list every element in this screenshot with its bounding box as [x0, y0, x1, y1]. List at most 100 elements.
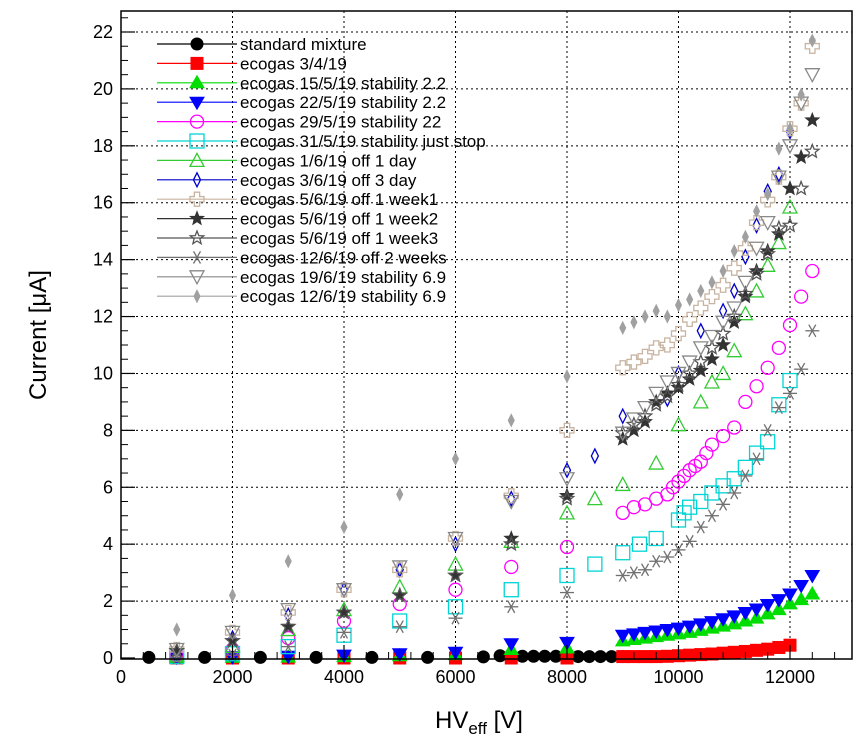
data-point [336, 582, 352, 598]
data-point [224, 625, 241, 641]
series-8 [169, 38, 820, 658]
data-point [670, 416, 687, 432]
data-point [615, 360, 631, 376]
data-point [559, 422, 575, 439]
legend-marker [190, 250, 204, 264]
data-point [448, 611, 463, 625]
data-points [142, 33, 821, 666]
series-11 [169, 324, 820, 665]
data-point [752, 217, 761, 234]
data-point [772, 640, 786, 654]
data-point [804, 68, 821, 84]
data-point [726, 260, 742, 276]
data-point [748, 445, 765, 461]
data-point [670, 376, 687, 392]
data-point [638, 563, 653, 577]
legend-entry: ecogas 3/6/19 off 3 day [157, 171, 417, 190]
x-axis-title: HVeff [V] [435, 707, 523, 738]
x-axis-title-subscript: eff [468, 719, 487, 738]
data-point [771, 169, 787, 185]
series-4 [169, 263, 820, 663]
data-point [169, 641, 185, 658]
data-point [786, 121, 794, 136]
data-point [659, 385, 676, 401]
y-axis-title: Current [μA] [25, 270, 52, 400]
data-point [805, 324, 820, 338]
data-point [782, 317, 798, 333]
data-point [587, 556, 603, 572]
data-point [559, 539, 575, 555]
y-tick-label: 20 [93, 79, 113, 99]
x-axis-title-main: HV [435, 707, 468, 734]
data-point [593, 650, 607, 664]
data-point [704, 437, 720, 452]
data-point [715, 315, 732, 331]
data-point [705, 647, 719, 661]
data-point [703, 373, 721, 389]
data-point [737, 275, 754, 291]
legend-entry: ecogas 3/4/19 [157, 54, 347, 73]
data-point [614, 430, 631, 446]
data-point [697, 283, 705, 299]
legend-label: ecogas 29/5/19 stability 22 [240, 113, 441, 132]
data-point [781, 139, 799, 155]
data-point [716, 497, 731, 511]
data-point [280, 604, 296, 621]
data-point [590, 447, 600, 465]
data-point [736, 285, 754, 301]
legend-label: ecogas 15/5/19 stability 2.2 [240, 74, 446, 93]
x-tick-label: 2000 [212, 667, 252, 687]
data-point [738, 469, 753, 483]
legend-label: ecogas 22/5/19 stability 2.2 [240, 93, 446, 112]
x-tick-label: 8000 [547, 667, 587, 687]
data-point [335, 583, 353, 599]
legend-entry: ecogas 5/6/19 off 1 week1 [157, 190, 438, 209]
data-point [527, 649, 541, 663]
data-point [748, 610, 765, 624]
data-point [626, 500, 642, 515]
legend-marker [189, 191, 205, 207]
data-point [626, 566, 641, 580]
data-point [804, 585, 821, 600]
data-point [253, 650, 267, 664]
data-point [648, 530, 664, 547]
data-point [715, 277, 731, 293]
data-point [760, 360, 775, 375]
data-point [198, 650, 212, 664]
data-point [726, 342, 743, 358]
data-point [503, 494, 520, 510]
data-point [782, 372, 798, 389]
data-point [703, 338, 721, 355]
data-point [759, 215, 776, 232]
data-point [737, 606, 754, 621]
data-point [748, 262, 765, 278]
data-point [693, 300, 709, 316]
data-point [280, 650, 297, 665]
legend-entry: ecogas 12/6/19 stability 6.9 [157, 287, 446, 306]
y-tick-label: 16 [93, 193, 113, 213]
data-point [168, 642, 185, 658]
data-point [760, 192, 776, 208]
data-point [750, 643, 764, 657]
data-point [392, 562, 408, 578]
data-point [665, 480, 681, 495]
data-point [663, 309, 671, 324]
data-point [775, 141, 783, 156]
legend-entry: ecogas 31/5/19 stability just stop [157, 132, 486, 151]
legend-marker [189, 114, 205, 129]
data-point [615, 505, 630, 521]
data-point [340, 519, 348, 535]
data-point [447, 566, 464, 583]
data-point [562, 461, 572, 479]
data-point [752, 204, 761, 219]
x-tick-label: 12000 [765, 667, 815, 687]
legend-entry: ecogas 22/5/19 stability 2.2 [157, 93, 446, 112]
data-point [804, 111, 821, 128]
legend-marker [188, 270, 206, 286]
data-point [559, 567, 575, 584]
data-point [781, 198, 799, 214]
data-point [781, 216, 799, 233]
data-point [142, 650, 156, 664]
data-point [783, 386, 797, 400]
